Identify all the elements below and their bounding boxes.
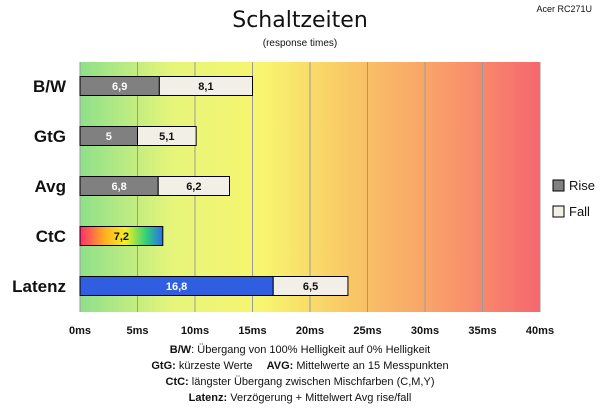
footnote-bw: B/W: Übergang von 100% Helligkeit auf 0%… xyxy=(170,344,430,356)
bar-fall xyxy=(137,126,197,146)
category-label: Avg xyxy=(35,177,67,196)
legend-label: Fall xyxy=(569,204,590,219)
legend-label: Rise xyxy=(569,178,595,193)
bar-fall xyxy=(157,176,230,196)
x-tick-label: 20ms xyxy=(296,325,324,337)
legend: Rise Fall xyxy=(552,178,595,219)
category-label: CtC xyxy=(36,227,66,246)
x-tick-label: 15ms xyxy=(238,325,266,337)
bar-fall-label: 6,2 xyxy=(186,181,201,193)
x-tick-label: 0ms xyxy=(69,325,91,337)
x-tick-label: 35ms xyxy=(468,325,496,337)
x-tick-label: 40ms xyxy=(526,325,554,337)
footnote-ctc: CtC: längster Übergang zwischen Mischfar… xyxy=(166,376,435,388)
category-label: B/W xyxy=(33,77,67,96)
bar-rise-label: 7,2 xyxy=(114,231,129,243)
bar-fall-label: 8,1 xyxy=(198,81,213,93)
category-label: Latenz xyxy=(12,277,66,296)
chart-subtitle: (response times) xyxy=(263,38,337,49)
footnote-avg-key: AVG: xyxy=(267,360,294,372)
footnote-gtg-text: kürzeste Werte xyxy=(176,360,253,372)
brand-label: Acer RC271U xyxy=(536,4,592,14)
bar-rise-label: 16,8 xyxy=(166,281,187,293)
footnote-ctc-text: längster Übergang zwischen Mischfarben (… xyxy=(189,376,435,388)
category-labels: B/W GtG Avg CtC Latenz xyxy=(12,77,67,296)
category-label: GtG xyxy=(34,127,66,146)
bar-rise xyxy=(79,226,164,246)
bar-fall xyxy=(158,76,254,96)
x-tick-labels: 0ms 5ms 10ms 15ms 20ms 25ms 30ms 35ms 40ms xyxy=(69,325,554,337)
footnote-gtg-avg: GtG: kürzeste Werte AVG: Mittelwerte an 1… xyxy=(151,360,448,372)
bar-rise-label: 6,8 xyxy=(111,181,126,193)
footnote-latenz: Latenz: Verzögerung + Mittelwert Avg ris… xyxy=(189,392,412,404)
footnote-latenz-text: Verzögerung + Mittelwert Avg rise/fall xyxy=(227,392,411,404)
x-tick-label: 10ms xyxy=(181,325,209,337)
footnote-ctc-key: CtC: xyxy=(166,376,189,388)
x-tick-label: 25ms xyxy=(353,325,381,337)
legend-swatch xyxy=(552,205,565,218)
footnote-avg-text: Mittelwerte an 15 Messpunkten xyxy=(293,360,448,372)
bar-fall-label: 5,1 xyxy=(159,131,174,143)
chart-title: Schaltzeiten xyxy=(232,8,368,33)
footnote-latenz-key: Latenz: xyxy=(189,392,228,404)
bar-fall-label: 6,5 xyxy=(303,281,318,293)
bar-rise-label: 6,9 xyxy=(112,81,127,93)
footnote-bw-key: B/W xyxy=(170,344,192,356)
bars: 6,9 8,1 5 5,1 6,8 6,2 7,2 16,8 6,5 xyxy=(79,76,349,296)
footnote-bw-text: : Übergang von 100% Helligkeit auf 0% He… xyxy=(191,344,430,356)
footnotes: B/W: Übergang von 100% Helligkeit auf 0%… xyxy=(151,344,448,404)
legend-swatch xyxy=(552,179,565,192)
x-tick-label: 30ms xyxy=(411,325,439,337)
bar-rise-label: 5 xyxy=(106,131,112,143)
footnote-gtg-key: GtG: xyxy=(151,360,175,372)
bar-fall xyxy=(272,276,349,296)
x-tick-label: 5ms xyxy=(126,325,148,337)
